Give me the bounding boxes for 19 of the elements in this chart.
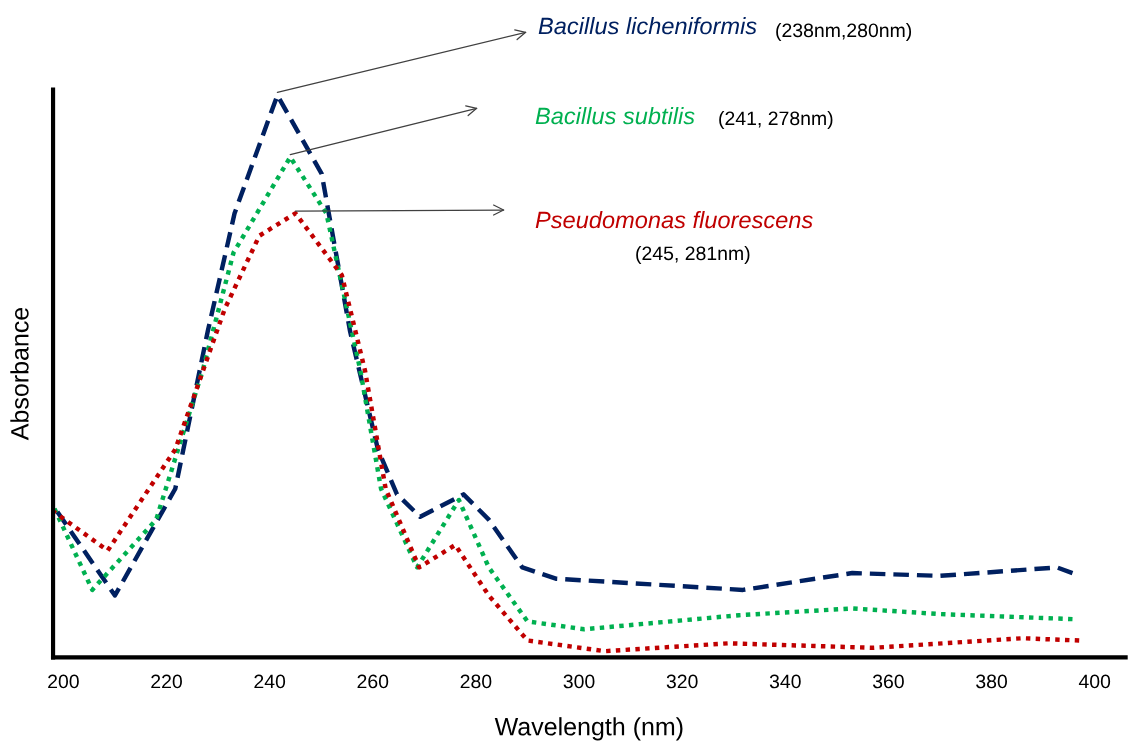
y-axis-title: Absorbance — [10, 307, 29, 441]
text: (238nm,280nm) — [776, 22, 912, 42]
x-tick-label: 360 — [872, 674, 904, 689]
x-tick-label: 340 — [769, 674, 801, 689]
text: Bacillus subtilis — [535, 107, 695, 125]
x-tick-label: 400 — [1078, 674, 1111, 689]
x-tick-label: 320 — [666, 674, 698, 689]
x-tick-label: 280 — [460, 674, 492, 689]
x-tick-label: 300 — [563, 674, 595, 689]
x-tick-label: 260 — [357, 674, 389, 689]
x-tick-label: 380 — [976, 674, 1008, 689]
x-tick-label: 200 — [48, 674, 79, 689]
x-tick-label: 220 — [151, 674, 182, 689]
x-axis-title: Wavelength (nm) — [494, 717, 683, 741]
text: Bacillus licheniformis — [538, 17, 757, 35]
annotation: (245, 281nm) — [636, 245, 750, 265]
x-tick-label: 240 — [254, 674, 286, 689]
text: Pseudomonas fluorescens — [535, 211, 813, 229]
annotation: (241, 278nm) — [719, 110, 833, 130]
